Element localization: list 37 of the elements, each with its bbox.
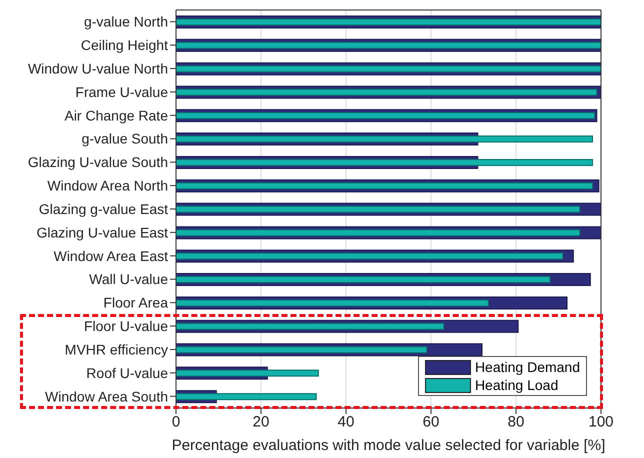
- x-tick-label: 20: [252, 414, 270, 431]
- y-tick-label: Glazing U-value South: [28, 154, 168, 170]
- bar: [176, 252, 564, 260]
- x-tick-label: 80: [508, 414, 524, 431]
- y-tick-label: g-value South: [82, 130, 168, 147]
- x-tick-label: 40: [338, 414, 354, 431]
- x-tick-label: 0: [172, 414, 180, 431]
- bar: [176, 206, 580, 213]
- y-tick-label: Window Area East: [54, 248, 168, 264]
- y-tick-label: Ceiling Height: [80, 37, 168, 54]
- y-tick-label: Floor U-value: [84, 318, 168, 334]
- bar: [176, 370, 319, 377]
- legend-label: Heating Demand: [474, 358, 580, 376]
- x-tick-label: 100: [588, 414, 614, 431]
- bar: [176, 136, 593, 143]
- y-tick-label: Glazing g-value East: [38, 200, 168, 217]
- y-tick-label: MVHR efficiency: [64, 341, 168, 358]
- bar: [176, 276, 550, 284]
- y-tick-label: Floor Area: [103, 294, 168, 311]
- y-tick-label: Frame U-value: [75, 84, 168, 100]
- bar: [176, 229, 580, 236]
- bar: [176, 322, 444, 330]
- x-tick-label: 60: [422, 414, 440, 431]
- bar: [176, 346, 428, 354]
- y-tick-label: Glazing U-value East: [36, 224, 168, 240]
- y-tick-label: Wall U-value: [89, 271, 168, 288]
- bar: [176, 158, 593, 166]
- y-tick-label: Air Change Rate: [64, 107, 168, 124]
- bar: [176, 393, 317, 400]
- y-tick-label: Window Area South: [45, 388, 168, 404]
- y-tick-label: Window Area North: [47, 178, 168, 194]
- y-tick-label: Roof U-value: [86, 364, 168, 381]
- y-tick-label: g-value North: [84, 14, 168, 30]
- legend-label: Heating Load: [474, 376, 558, 394]
- y-tick-label: Window U-value North: [28, 60, 168, 76]
- x-axis-title: Percentage evaluations with mode value selected for variable [%]: [172, 437, 606, 454]
- bar: [176, 299, 489, 306]
